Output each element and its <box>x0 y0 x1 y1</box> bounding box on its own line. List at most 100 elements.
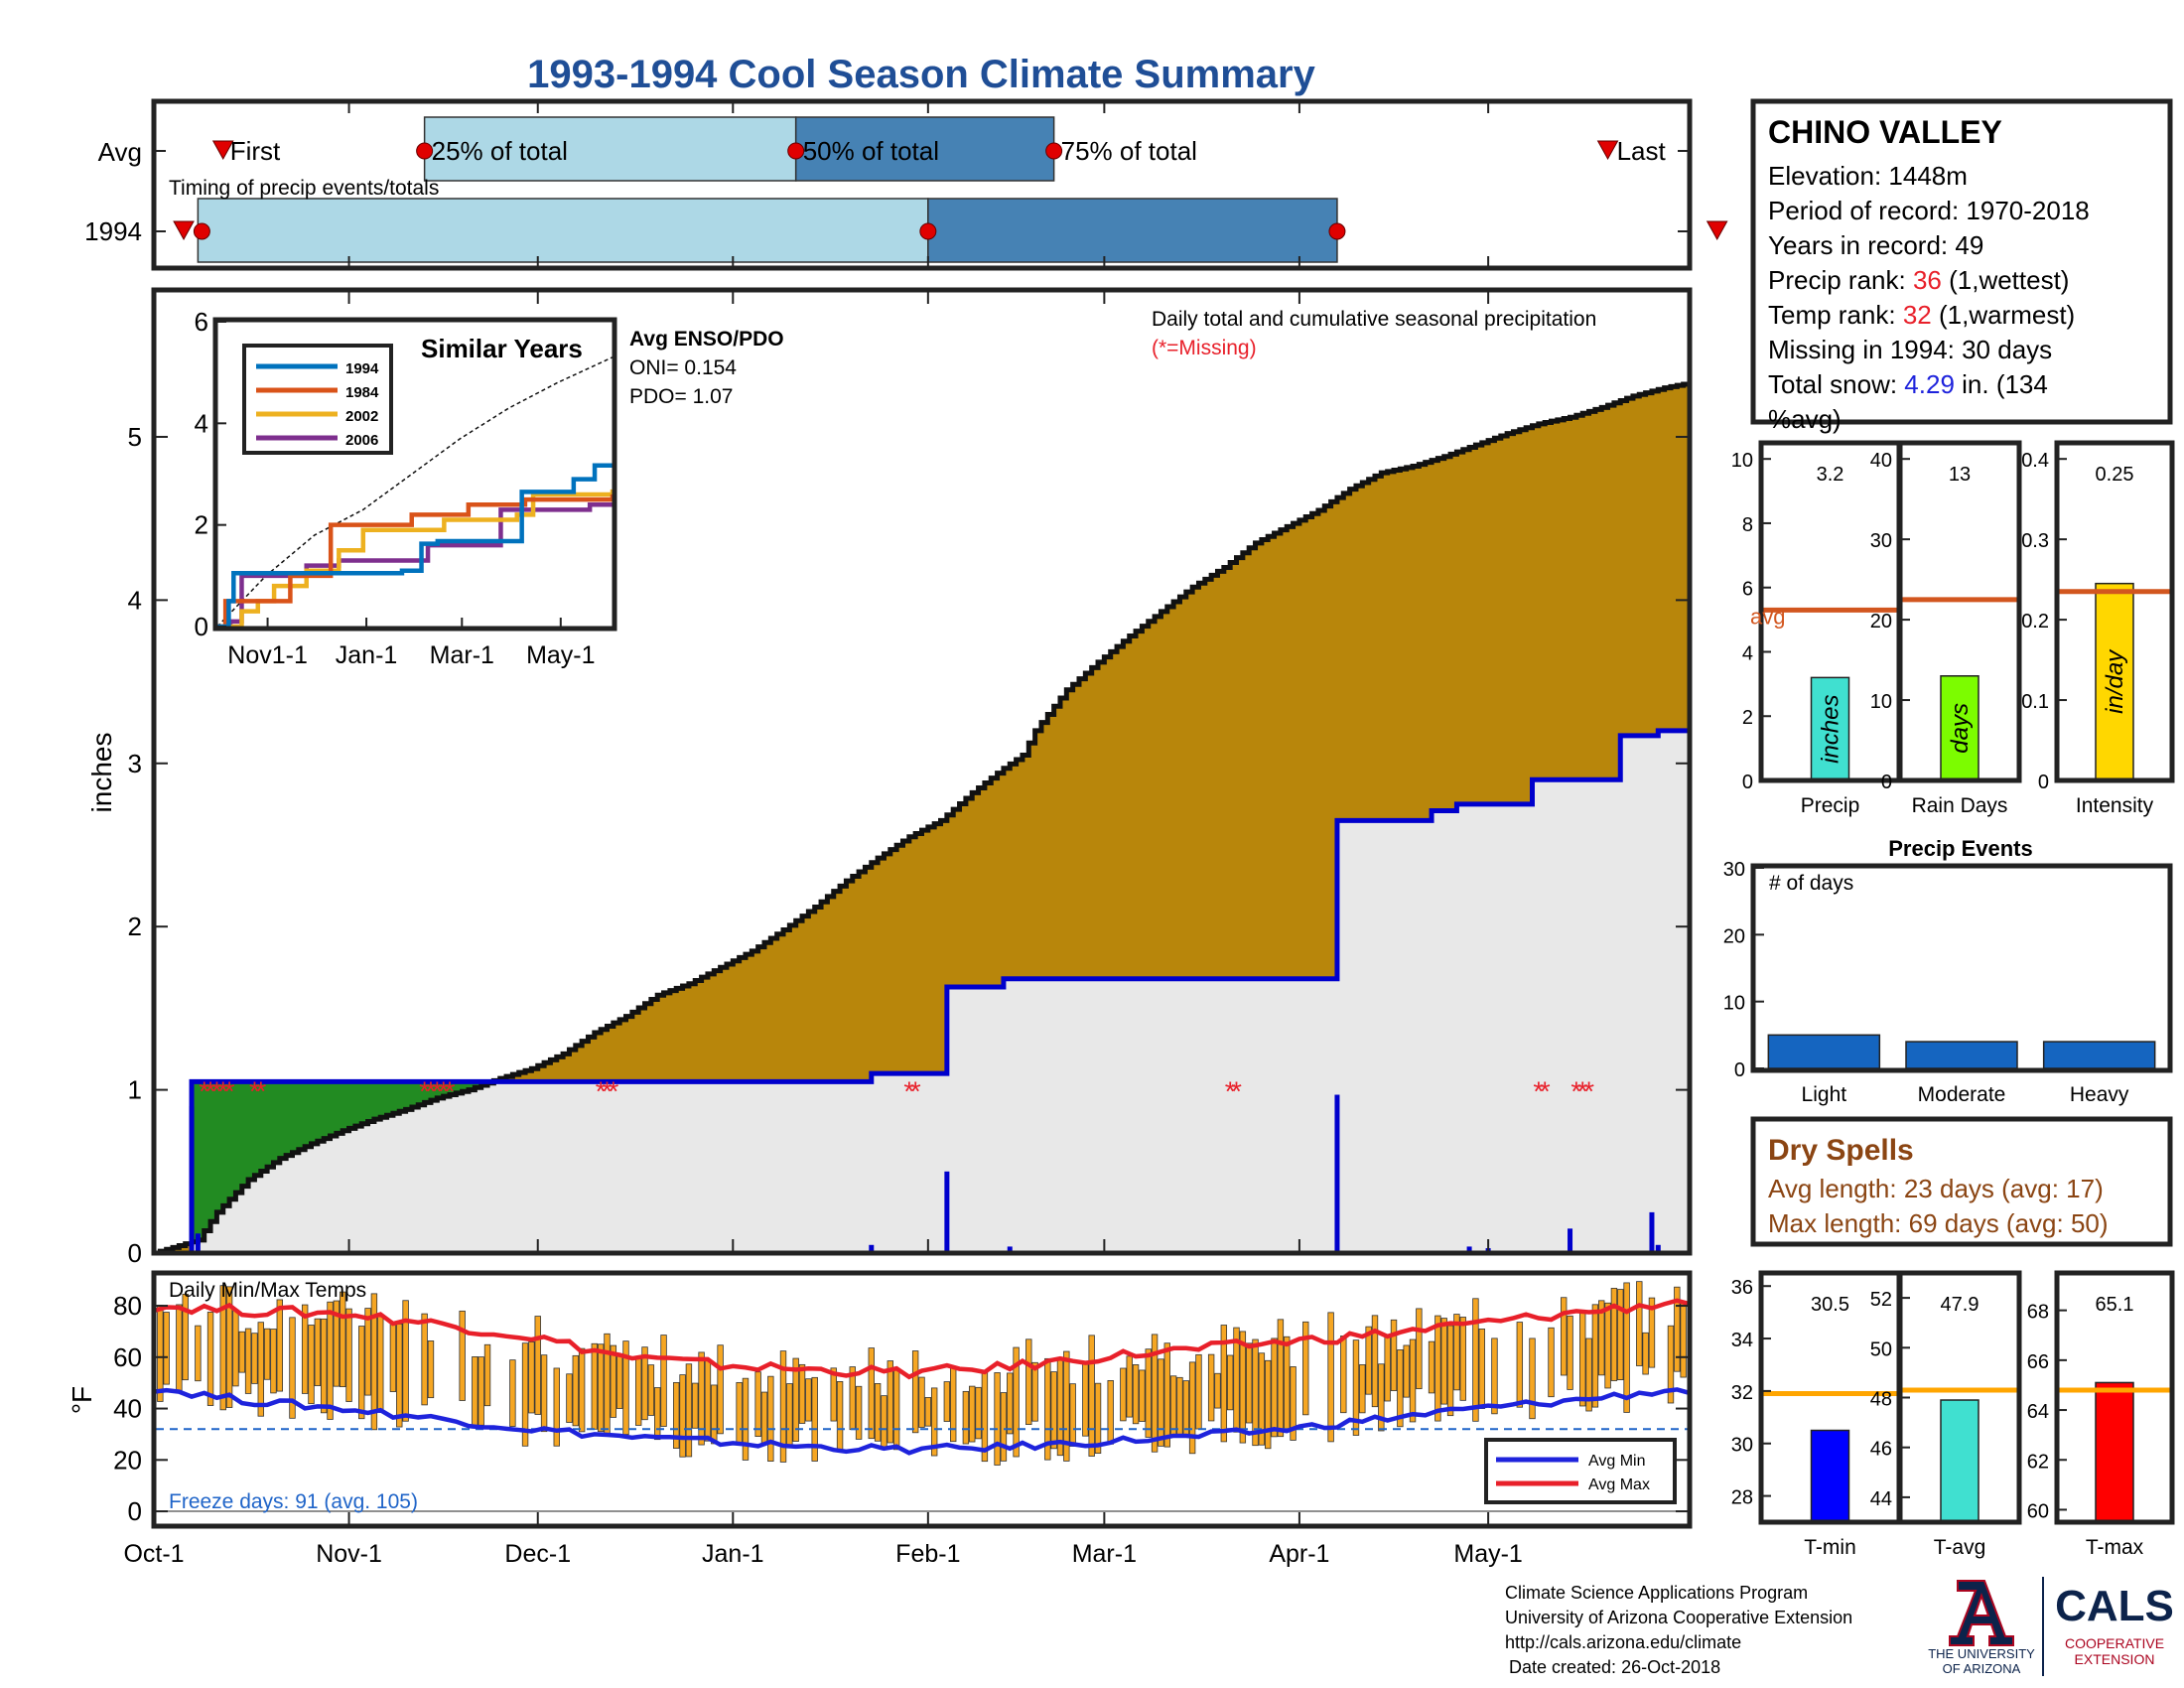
daily-temp-bar-129 <box>962 1390 970 1445</box>
daily-temp-bar-85 <box>685 1363 693 1458</box>
timing-row-label-avg: Avg <box>98 137 142 167</box>
x-tick-label-2: Dec-1 <box>504 1540 571 1568</box>
precip-unit-label: inches <box>1818 695 1844 764</box>
daily-temp-bar-168 <box>1207 1353 1215 1422</box>
inset-series-line-2002 <box>217 489 615 630</box>
timing-panel: First 25% of total 50% of total 75% of tota… <box>84 98 1728 271</box>
daily-temp-bar-118 <box>892 1367 900 1451</box>
daily-temp-bar-192 <box>1359 1364 1366 1414</box>
precip-events-y-tick-label-3: 30 <box>1723 859 1745 881</box>
tmin-y-tick-label-0: 28 <box>1731 1487 1753 1509</box>
missing-day-marker-18: * <box>1231 1076 1242 1107</box>
station-period: Period of record: 1970-2018 <box>1768 196 2090 225</box>
precip-events-x-label-2: Heavy <box>2070 1083 2129 1106</box>
daily-precip-bar-6 <box>1466 1246 1472 1253</box>
x-tick-label-3: Jan-1 <box>702 1540 764 1568</box>
daily-temp-bar-162 <box>1169 1375 1177 1436</box>
rain-days-y-tick-label-0: 0 <box>1881 772 1892 793</box>
temp-legend-box <box>1484 1438 1677 1504</box>
main-y-tick-label-0: 0 <box>128 1238 142 1268</box>
rain-days-y-tick-label-4: 40 <box>1870 450 1892 472</box>
rain-days-x-label: Rain Days <box>1912 794 2008 817</box>
daily-temp-bar-173 <box>1239 1331 1247 1444</box>
year-q50-marker <box>919 222 937 240</box>
daily-temp-bar-12 <box>225 1286 233 1408</box>
daily-temp-bar-198 <box>1397 1349 1404 1428</box>
daily-temp-bar-116 <box>881 1395 887 1450</box>
observed-cumulative-line <box>154 381 1693 1256</box>
precip-y-tick-label-0: 0 <box>1742 772 1753 793</box>
daily-temp-bar-139 <box>1025 1338 1032 1425</box>
tavg-y-tick-label-0: 44 <box>1870 1488 1892 1510</box>
x-tick-label-0: Oct-1 <box>123 1540 184 1568</box>
missing-day-marker-17: * <box>1225 1076 1236 1107</box>
rain-days-panel: 0 10 20 30 40 13 days Rain Days <box>1870 440 2022 817</box>
footer: Climate Science Applications Program Uni… <box>1505 1577 2174 1677</box>
missing-day-marker-22: * <box>1577 1076 1588 1107</box>
intensity-y-tick-label-2: 0.2 <box>2021 611 2049 633</box>
daily-temp-bar-68 <box>578 1347 586 1433</box>
temp-y-tick-label-0: 0 <box>128 1496 142 1526</box>
daily-temp-bar-194 <box>1371 1315 1379 1408</box>
x-tick-label-7: May-1 <box>1453 1540 1522 1568</box>
avg-q25-label: 25% of total <box>432 136 568 166</box>
rain-days-unit-label: days <box>1947 703 1974 754</box>
daily-temp-bar-73 <box>610 1344 617 1418</box>
daily-temp-bar-93 <box>736 1381 743 1444</box>
inset-y-tick-label-0: 0 <box>195 612 208 641</box>
daily-temp-bar-16 <box>251 1333 258 1384</box>
daily-temp-bar-176 <box>1258 1352 1266 1446</box>
daily-temp-bar-34 <box>364 1308 371 1396</box>
daily-temp-bar-238 <box>1648 1297 1656 1368</box>
daily-precip-bar-1 <box>195 1233 201 1253</box>
daily-temp-bar-2 <box>163 1312 170 1385</box>
daily-temp-bar-150 <box>1094 1382 1102 1455</box>
avg-q50-q75-bar <box>794 116 1055 182</box>
temp-legend: Avg Min Avg Max <box>1484 1438 1677 1504</box>
daily-temp-bar-15 <box>244 1328 252 1394</box>
tmax-value-label: 65.1 <box>2096 1294 2134 1316</box>
inset-x-tick-label-0: Nov1-1 <box>227 641 308 669</box>
missing-day-marker-16: * <box>910 1076 921 1107</box>
main-y-label: inches <box>86 733 117 813</box>
missing-day-marker-7: * <box>419 1076 430 1107</box>
intensity-panel: 0 0.1 0.2 0.3 0.4 0.25 in/day Intensity <box>2021 440 2175 817</box>
small-bar-panels: 02468103.2inchesPrecipavg01020304013days… <box>1731 440 2175 1559</box>
daily-temp-bar-219 <box>1529 1337 1536 1420</box>
daily-temp-bar-170 <box>1220 1325 1228 1443</box>
daily-temp-bar-19 <box>270 1329 277 1394</box>
daily-temp-bar-159 <box>1151 1334 1159 1453</box>
oni-label: ONI= 0.154 <box>629 356 737 379</box>
year-q25-q50-bar <box>197 198 929 263</box>
daily-temp-bar-60 <box>528 1341 535 1414</box>
dry-spells-box: Dry Spells Avg length: 23 days (avg: 17)… <box>1750 1116 2173 1247</box>
daily-temp-bar-161 <box>1163 1342 1170 1448</box>
main-y-tick-label-2: 2 <box>128 912 142 941</box>
inset-data-layer: 0 2 4 6 Nov1-1 Jan-1 Mar-1 May-1 <box>195 307 615 669</box>
tavg-x-label: T-avg <box>1934 1536 1986 1559</box>
missing-day-marker-23: * <box>1583 1076 1594 1107</box>
temp-rank-prefix: Temp rank: <box>1768 300 1903 330</box>
inset-y-tick-label-3: 6 <box>195 307 208 337</box>
daily-temp-bar-7 <box>195 1325 202 1382</box>
precip-value-label: 3.2 <box>1817 464 1844 486</box>
temperature-plot: 0 20 40 60 80 °F Daily Min/Max Temps Freeze … <box>67 1270 1693 1529</box>
tavg-y-tick-label-3: 50 <box>1870 1338 1892 1360</box>
intensity-y-tick-label-3: 0.3 <box>2021 530 2049 552</box>
main-y-tick-label-1: 1 <box>128 1075 142 1105</box>
daily-temp-bar-224 <box>1560 1297 1568 1376</box>
precip-events-y-tick-label-0: 0 <box>1734 1059 1745 1081</box>
daily-precip-bar-8 <box>1568 1228 1573 1253</box>
daily-temp-bar-222 <box>1548 1327 1555 1398</box>
daily-temp-bar-171 <box>1226 1354 1234 1411</box>
daily-temp-bar-77 <box>634 1356 642 1426</box>
tmax-y-tick-label-2: 64 <box>2027 1401 2049 1423</box>
daily-temp-bar-83 <box>673 1381 680 1449</box>
station-missing: Missing in 1994: 30 days <box>1768 335 2052 364</box>
legend-label-avg-max: Avg Max <box>1588 1477 1650 1493</box>
missing-day-marker-9: * <box>432 1076 443 1107</box>
daily-temp-bar-228 <box>1585 1337 1592 1412</box>
main-y-tick-label-4: 4 <box>128 585 142 615</box>
year-q25-marker <box>193 222 210 240</box>
